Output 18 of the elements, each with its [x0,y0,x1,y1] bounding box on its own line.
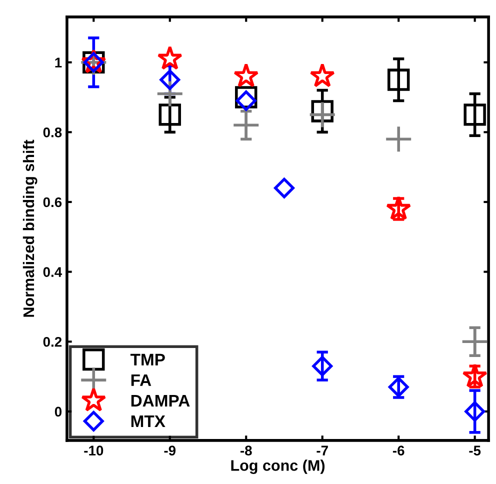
legend-label: FA [131,374,152,386]
y-tick-label: 0.2 [43,336,62,347]
legend-label: MTX [131,416,166,427]
legend-label: TMP [130,354,165,366]
x-tick-label: -9 [164,446,176,456]
y-tick-label: 0 [54,406,62,417]
x-tick-label: -10 [84,446,104,456]
y-tick-label: 0.8 [43,127,62,138]
y-axis-title: Normalized binding shift [22,140,38,317]
y-tick-label: 1 [55,58,62,68]
x-tick-label: -6 [392,446,404,456]
x-tick-label: -7 [316,446,328,456]
legend-label: DAMPA [131,394,190,406]
x-tick-label: -8 [240,446,252,456]
x-axis-title: Log conc (M) [231,460,325,474]
y-tick-label: 0.6 [43,197,62,208]
y-tick-label: 0.4 [43,267,62,277]
x-tick-label: -5 [469,446,481,456]
